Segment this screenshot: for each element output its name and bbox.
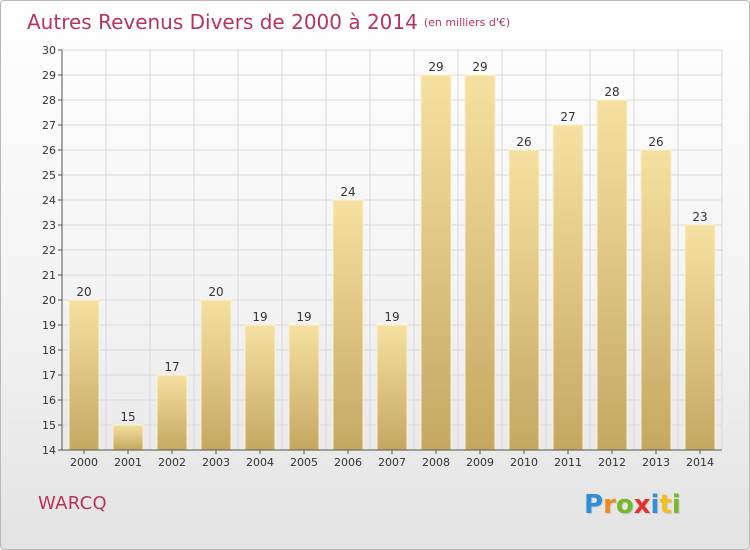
- bar-layer: [68, 74, 716, 451]
- x-tick-label: 2006: [334, 456, 362, 469]
- x-tick-label: 2009: [466, 456, 494, 469]
- x-tick-label: 2011: [554, 456, 582, 469]
- logo-letter: i: [671, 490, 681, 520]
- x-tick-label: 2014: [686, 456, 714, 469]
- y-tick-label: 16: [42, 394, 56, 407]
- x-tick-label: 2003: [202, 456, 230, 469]
- y-tick-label: 25: [42, 169, 56, 182]
- bar-2000: [68, 299, 100, 451]
- value-label-2008: 29: [428, 60, 443, 74]
- bar-2004: [244, 324, 276, 451]
- value-label-2012: 28: [604, 85, 619, 99]
- y-tick-label: 23: [42, 219, 56, 232]
- bar-2013: [640, 149, 672, 451]
- chart-title: Autres Revenus Divers de 2000 à 2014 (en …: [27, 8, 510, 37]
- label-layer: 14 15 16 17 18 19 20 21 22 23 24 25 26 27 28 29 30 20 2000…: [42, 44, 714, 469]
- logo-letter: o: [615, 490, 634, 520]
- value-label-2002: 17: [164, 360, 179, 374]
- bar-2014: [684, 224, 716, 451]
- logo-letter: P: [584, 490, 604, 520]
- y-tick-label: 28: [42, 94, 56, 107]
- bar-2011: [552, 124, 584, 451]
- value-label-2013: 26: [648, 135, 663, 149]
- y-tick-label: 30: [42, 44, 56, 57]
- y-tick-label: 15: [42, 419, 56, 432]
- bar-2008: [420, 74, 452, 451]
- y-tick-label: 14: [42, 444, 56, 457]
- bar-2012: [596, 99, 628, 451]
- value-label-2006: 24: [340, 185, 355, 199]
- bar-2006: [332, 199, 364, 451]
- value-label-2014: 23: [692, 210, 707, 224]
- value-label-2010: 26: [516, 135, 531, 149]
- y-tick-label: 17: [42, 369, 56, 382]
- y-tick-label: 26: [42, 144, 56, 157]
- value-label-2000: 20: [76, 285, 91, 299]
- y-tick-label: 27: [42, 119, 56, 132]
- value-label-2001: 15: [120, 410, 135, 424]
- x-tick-label: 2000: [70, 456, 98, 469]
- x-tick-label: 2013: [642, 456, 670, 469]
- bar-2010: [508, 149, 540, 451]
- value-label-2003: 20: [208, 285, 223, 299]
- bar-2003: [200, 299, 232, 451]
- y-tick-label: 18: [42, 344, 56, 357]
- axis-layer: [58, 49, 722, 454]
- x-tick-label: 2002: [158, 456, 186, 469]
- logo-letter: i: [650, 490, 660, 520]
- logo-letter: t: [659, 490, 672, 520]
- logo-letter: x: [633, 490, 651, 520]
- bar-2005: [288, 324, 320, 451]
- x-tick-label: 2005: [290, 456, 318, 469]
- x-tick-label: 2007: [378, 456, 406, 469]
- y-tick-label: 20: [42, 294, 56, 307]
- chart-title-unit: (en milliers d'€): [423, 16, 511, 29]
- bar-2002: [156, 374, 188, 451]
- x-tick-label: 2008: [422, 456, 450, 469]
- x-tick-label: 2012: [598, 456, 626, 469]
- place-label: WARCQ: [38, 493, 107, 514]
- x-tick-label: 2010: [510, 456, 538, 469]
- value-label-2009: 29: [472, 60, 487, 74]
- value-label-2007: 19: [384, 310, 399, 324]
- value-label-2011: 27: [560, 110, 575, 124]
- y-tick-label: 29: [42, 69, 56, 82]
- y-tick-label: 21: [42, 269, 56, 282]
- bar-2001: [112, 424, 144, 451]
- bar-2009: [464, 74, 496, 451]
- value-label-2005: 19: [296, 310, 311, 324]
- chart-title-main: Autres Revenus Divers de 2000 à 2014: [27, 10, 418, 34]
- y-tick-label: 22: [42, 244, 56, 257]
- x-tick-label: 2004: [246, 456, 274, 469]
- x-tick-label: 2001: [114, 456, 142, 469]
- y-tick-label: 24: [42, 194, 56, 207]
- proxiti-logo[interactable]: Proxiti: [584, 488, 681, 522]
- value-label-2004: 19: [252, 310, 267, 324]
- logo-letter: r: [603, 490, 616, 520]
- bar-2007: [376, 324, 408, 451]
- y-tick-label: 19: [42, 319, 56, 332]
